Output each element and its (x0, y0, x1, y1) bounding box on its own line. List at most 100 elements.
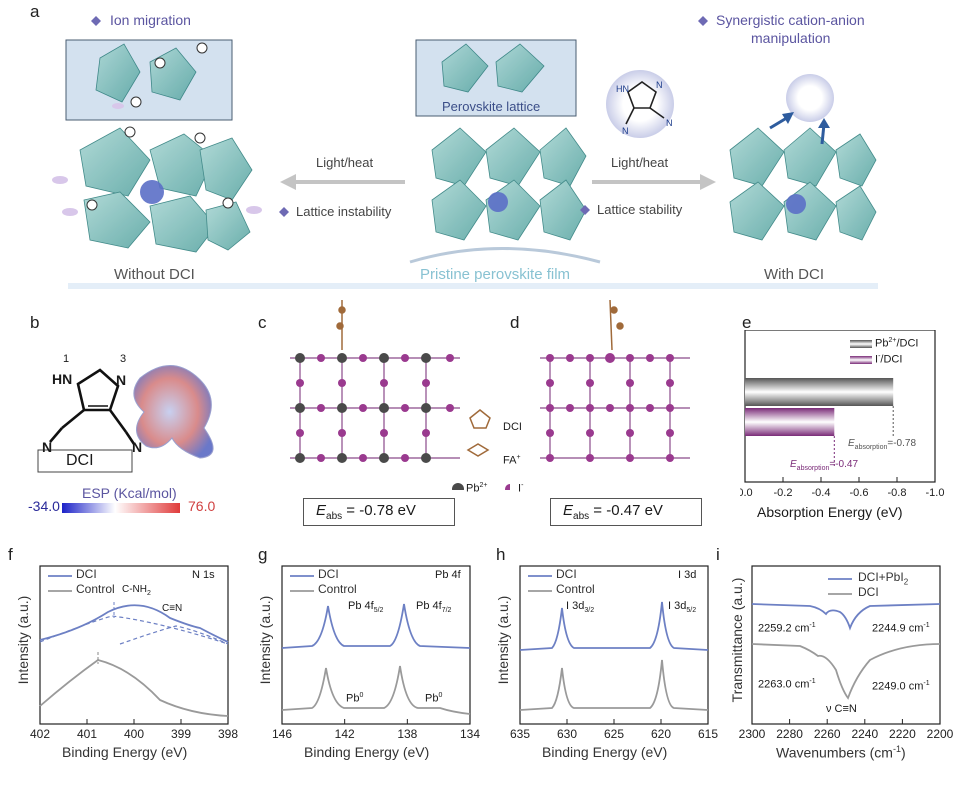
n-ring-label: N (116, 372, 127, 388)
e-tick-label: -0.6 (850, 487, 869, 499)
e-tick-label: -0.4 (812, 487, 831, 499)
lattice-stability-label: Lattice stability (597, 202, 683, 217)
synergistic-label: Synergistic cation-anion (716, 12, 865, 28)
f-tick-label: 398 (218, 727, 238, 741)
panel-letter-h: h (496, 545, 506, 564)
legend-fa: FA+ (503, 454, 521, 467)
h-tick-label: 615 (698, 727, 718, 741)
i-tick-label: 2200 (927, 727, 954, 741)
h-tick-label: 625 (604, 727, 624, 741)
legend-pb-dci: Pb2+/DCI (875, 337, 919, 350)
i-ann-2244: 2244.9 cm-1 (872, 622, 930, 635)
svg-text:N: N (622, 126, 629, 136)
g-peak-72: Pb 4f7/2 (416, 600, 452, 615)
f-dci-curve (39, 604, 229, 643)
eabs-c-box: Eabs = -0.78 eV (303, 498, 455, 526)
i-ann-2259: 2259.2 cm-1 (758, 622, 816, 635)
f-tag: N 1s (192, 569, 215, 581)
legend-i: I- (518, 482, 524, 495)
f-tick-label: 399 (171, 727, 191, 741)
i-legend-dci: DCI (858, 585, 879, 599)
svg-text:N: N (666, 118, 673, 128)
f-control-curve (39, 659, 229, 717)
atom-number-3: 3 (120, 353, 127, 365)
h-tag: I 3d (678, 569, 697, 581)
n-left-label: N (42, 439, 53, 455)
g-dci-curve (281, 603, 471, 649)
i-ann-2263: 2263.0 cm-1 (758, 678, 816, 691)
esp-surface (133, 365, 214, 459)
h-legend-dci: DCI (556, 567, 577, 581)
e-tick-label: -0.2 (774, 487, 793, 499)
h-peak-52: I 3d5/2 (668, 600, 697, 615)
stable-lattice (729, 127, 877, 241)
i-tick-label: 2300 (739, 727, 766, 741)
panel-i-frame (751, 565, 941, 725)
g-ylabel: Intensity (a.u.) (257, 595, 273, 685)
g-control-curve (281, 665, 471, 715)
g-pb0-b: Pb0 (425, 692, 443, 705)
g-tick-label: 146 (272, 727, 292, 741)
panel-letter-f: f (8, 545, 13, 564)
g-tick-label: 142 (335, 727, 355, 741)
e-tick-label: -1.0 (926, 487, 945, 499)
e-bar-1 (745, 408, 835, 436)
h-tick-label: 635 (510, 727, 530, 741)
h-ylabel: Intensity (a.u.) (495, 595, 511, 685)
f-ylabel: Intensity (a.u.) (15, 595, 31, 685)
pb-dci-lattice (290, 300, 510, 490)
panel-letter-g: g (258, 545, 268, 564)
e-bar-0 (745, 378, 894, 406)
without-dci-label: Without DCI (114, 266, 195, 283)
ion-migration-inset (65, 39, 233, 121)
light-heat-left-label: Light/heat (316, 155, 374, 170)
unstable-lattice (79, 127, 253, 253)
h-tick-label: 630 (557, 727, 577, 741)
f-tick-label: 402 (30, 727, 50, 741)
panel-letter-i: i (716, 545, 720, 564)
panel-letter-a: a (30, 2, 40, 21)
film-baseline (68, 283, 878, 289)
esp-max: 76.0 (188, 498, 216, 514)
pristine-lattice (431, 127, 587, 241)
with-dci-label: With DCI (764, 266, 824, 283)
dci-name: DCI (66, 452, 94, 469)
i-dci-lattice (540, 299, 690, 462)
f-legend-dci: DCI (76, 567, 97, 581)
panel-letter-b: b (30, 313, 40, 332)
i-tick-label: 2260 (814, 727, 841, 741)
svg-text:HN: HN (616, 84, 629, 94)
h-legend-control: Control (556, 582, 595, 596)
i-dci-curve (751, 643, 941, 700)
g-tick-label: 134 (460, 727, 480, 741)
panel-letter-c: c (258, 313, 267, 332)
perovskite-lattice-label: Perovskite lattice (442, 99, 541, 114)
dci-structure (37, 365, 214, 513)
esp-min: -34.0 (28, 498, 60, 514)
panel-e-xlabel: Absorption Energy (eV) (757, 504, 903, 520)
i-ann-2249: 2249.0 cm-1 (872, 680, 930, 693)
g-peak-52: Pb 4f5/2 (348, 600, 384, 615)
i-dcipbi2-curve (751, 603, 941, 631)
panel-letter-e: e (742, 313, 752, 332)
i-tick-label: 2240 (851, 727, 878, 741)
f-peak-cnh2: C-NH2 (122, 584, 151, 597)
panel-g-frame (281, 565, 471, 725)
dci-molecule-bubble-small (786, 74, 834, 122)
ion-migration-label: Ion migration (110, 12, 191, 28)
panel-a-illustration: HN N N N (52, 16, 877, 264)
atom-number-1: 1 (63, 353, 70, 365)
hn-label: HN (52, 371, 73, 387)
g-pb0-a: Pb0 (346, 692, 364, 705)
g-tick-label: 138 (397, 727, 417, 741)
e-tick-label: -0.8 (888, 487, 907, 499)
f-xlabel: Binding Energy (eV) (62, 744, 188, 760)
g-legend-control: Control (318, 582, 357, 596)
legend-pb: Pb2+ (466, 482, 488, 495)
svg-text:N: N (656, 80, 663, 90)
absorption-energy-chart: 0.0 -0.2 -0.4 -0.6 -0.8 -1.0 (740, 330, 945, 499)
e-tick-label: 0.0 (740, 487, 753, 499)
light-heat-right-label: Light/heat (611, 155, 669, 170)
g-xlabel: Binding Energy (eV) (304, 744, 430, 760)
dci-molecule-bubble (606, 70, 674, 138)
